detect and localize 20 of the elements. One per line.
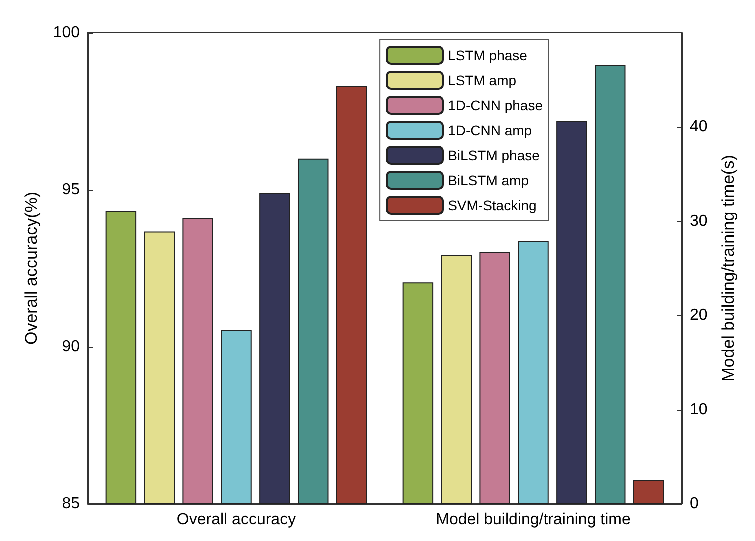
y2-tick-label: 0: [690, 496, 699, 512]
y2-tick-label: 30: [690, 212, 708, 230]
y-tick-label: 95: [62, 182, 80, 198]
y2-tick-label: 20: [690, 307, 708, 324]
y2-tick-label: 40: [690, 118, 708, 136]
legend-label: BiLSTM amp: [448, 172, 530, 188]
legend-label: 1D-CNN phase: [448, 98, 544, 114]
x-tick-label: Overall accuracy: [176, 512, 296, 528]
y-tick-label: 85: [62, 496, 80, 512]
legend-label: LSTM amp: [448, 72, 517, 88]
y-tick-label: 90: [62, 338, 80, 356]
y2-tick-label: 10: [690, 401, 708, 418]
legend-label: BiLSTM phase: [448, 148, 540, 164]
legend-label: SVM-Stacking: [448, 198, 537, 214]
y-tick-label: 100: [53, 24, 80, 42]
y2-axis-title: Model building/training time(s): [719, 155, 738, 382]
legend-label: 1D-CNN amp: [448, 122, 532, 138]
legend-label: LSTM phase: [448, 48, 528, 64]
x-tick-label: Model building/training time: [436, 512, 631, 528]
y-axis-title: Overall accuracy(%): [22, 192, 41, 346]
